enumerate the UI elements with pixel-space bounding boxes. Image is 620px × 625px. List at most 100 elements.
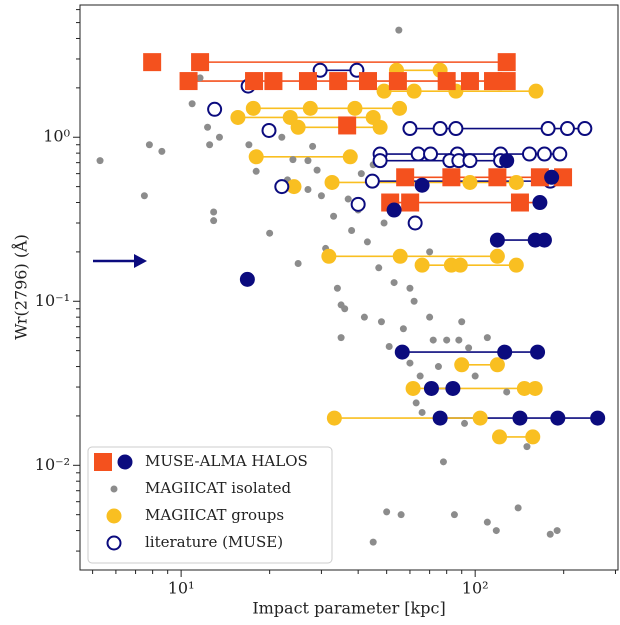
dot-marker	[546, 530, 554, 538]
circle-marker	[590, 410, 606, 426]
circle-marker	[392, 100, 408, 116]
circle-marker	[508, 257, 524, 273]
dot-marker	[369, 538, 377, 546]
dot-marker	[390, 279, 398, 287]
y-tick-label: 10⁰	[43, 127, 70, 146]
dot-marker	[210, 217, 218, 225]
circle-marker	[525, 429, 541, 445]
square-marker	[191, 53, 210, 72]
circle-marker	[423, 380, 439, 396]
circle-marker	[508, 174, 524, 190]
circle-marker	[321, 248, 337, 264]
circle-marker	[516, 380, 532, 396]
dot-marker	[412, 399, 420, 407]
dot-marker	[96, 157, 104, 165]
open-marker	[448, 121, 464, 137]
dot-marker	[317, 192, 325, 200]
open-marker	[540, 121, 556, 137]
x-tick-label: 10²	[462, 579, 489, 598]
dot-marker	[383, 508, 391, 516]
square-marker	[437, 72, 456, 91]
square-marker	[245, 72, 264, 91]
circle-marker	[432, 410, 448, 426]
dot-marker	[158, 147, 166, 155]
dot-marker	[406, 359, 414, 367]
dot-marker	[330, 212, 338, 220]
circle-marker	[550, 410, 566, 426]
square-marker	[94, 453, 112, 471]
circle-marker	[530, 344, 546, 360]
open-marker	[577, 121, 593, 137]
legend-label: MAGIICAT isolated	[145, 479, 291, 497]
dot-marker	[266, 229, 274, 237]
dot-marker	[483, 518, 491, 526]
open-marker	[364, 173, 380, 189]
circle-marker	[286, 179, 302, 195]
dot-marker	[204, 123, 212, 131]
circle-marker	[536, 232, 552, 248]
circle-marker	[324, 174, 340, 190]
circle-marker	[386, 202, 402, 218]
dot-marker	[439, 458, 447, 466]
square-marker	[396, 168, 415, 187]
open-marker	[402, 121, 418, 137]
dot-marker	[455, 336, 463, 344]
circle-marker	[472, 410, 488, 426]
circle-marker	[454, 357, 470, 373]
circle-marker	[452, 257, 468, 273]
dot-marker	[313, 166, 321, 174]
dot-marker	[206, 141, 214, 149]
dot-marker	[360, 313, 368, 321]
dot-marker	[416, 372, 424, 380]
open-marker	[274, 179, 290, 195]
circle-marker	[497, 344, 513, 360]
dot-marker	[309, 142, 317, 150]
square-marker	[329, 72, 348, 91]
circle-marker	[544, 169, 560, 185]
dot-marker	[294, 259, 302, 267]
square-marker	[388, 72, 407, 91]
circle-marker	[532, 195, 548, 211]
dot-marker	[215, 133, 223, 141]
dot-marker	[461, 419, 469, 427]
dot-marker	[252, 167, 260, 175]
dot-marker	[514, 504, 522, 512]
dot-marker	[145, 141, 153, 149]
circle-marker	[489, 248, 505, 264]
dot-marker	[429, 336, 437, 344]
circle-marker	[394, 344, 410, 360]
dot-marker	[278, 133, 286, 141]
open-marker	[410, 146, 426, 162]
square-marker	[338, 116, 357, 135]
circle-marker	[392, 248, 408, 264]
dot-marker	[523, 443, 531, 451]
dot-marker	[553, 527, 561, 535]
open-marker	[432, 121, 448, 137]
circle-marker	[239, 271, 255, 287]
dot-marker	[450, 511, 458, 519]
x-tick-label: 10¹	[168, 579, 195, 598]
circle-marker	[406, 83, 422, 99]
circle-marker	[405, 380, 421, 396]
dot-marker	[289, 156, 297, 164]
dot-marker	[380, 219, 388, 227]
dot-marker	[348, 227, 356, 235]
circle-marker	[342, 149, 358, 165]
dot-marker	[434, 363, 442, 371]
dot-marker	[377, 318, 385, 326]
dot-marker	[503, 388, 511, 396]
dot-marker	[210, 208, 218, 216]
plot-frame	[79, 4, 619, 571]
circle-marker	[302, 100, 318, 116]
dot-marker	[443, 336, 451, 344]
square-marker	[179, 72, 198, 91]
square-marker	[497, 53, 516, 72]
open-marker	[536, 146, 552, 162]
open-marker	[207, 101, 223, 117]
square-marker	[401, 193, 420, 212]
dot-marker	[406, 284, 414, 292]
square-marker	[143, 53, 162, 72]
circle-marker	[376, 83, 392, 99]
dot-marker	[465, 344, 473, 352]
